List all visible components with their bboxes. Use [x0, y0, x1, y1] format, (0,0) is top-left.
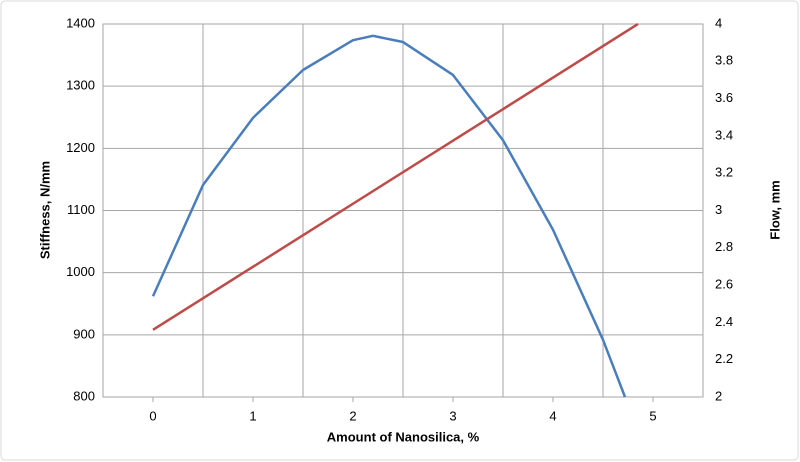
- data-line: [152, 22, 639, 331]
- x-tick-label: 5: [649, 408, 656, 423]
- y2-tick-label: 2.8: [715, 239, 733, 254]
- x-tick-label: 1: [249, 408, 256, 423]
- y2-tick-label: 3.4: [715, 127, 733, 142]
- y-axis-title: Stiffness, N/mm: [37, 161, 52, 259]
- x-tick-label: 2: [349, 408, 356, 423]
- x-tick-label: 3: [449, 408, 456, 423]
- y2-tick-label: 2.6: [715, 277, 733, 292]
- x-axis-title: Amount of Nanosilica, %: [327, 429, 480, 444]
- y2-tick-label: 3.6: [715, 90, 733, 105]
- y2-axis-title: Flow, mm: [767, 180, 782, 239]
- y2-tick-label: 3.8: [715, 53, 733, 68]
- plot-area: [102, 23, 704, 398]
- y-tick-label: 800: [73, 388, 95, 403]
- y-tick-label: 1300: [66, 78, 95, 93]
- x-tick-label: 0: [149, 408, 156, 423]
- y-tick-label: 900: [73, 326, 95, 341]
- y-tick-label: 1400: [66, 15, 95, 30]
- y-tick-label: 1200: [66, 140, 95, 155]
- y2-tick-label: 3: [715, 202, 722, 217]
- y2-tick-label: 4: [715, 15, 722, 30]
- y2-tick-label: 2.4: [715, 314, 733, 329]
- y2-tick-label: 2.2: [715, 351, 733, 366]
- y-tick-label: 1000: [66, 264, 95, 279]
- data-line: [151, 34, 627, 398]
- y2-tick-label: 3.2: [715, 165, 733, 180]
- y-tick-label: 1100: [67, 202, 95, 217]
- x-tick-label: 4: [549, 408, 556, 423]
- y2-tick-label: 2: [715, 388, 722, 403]
